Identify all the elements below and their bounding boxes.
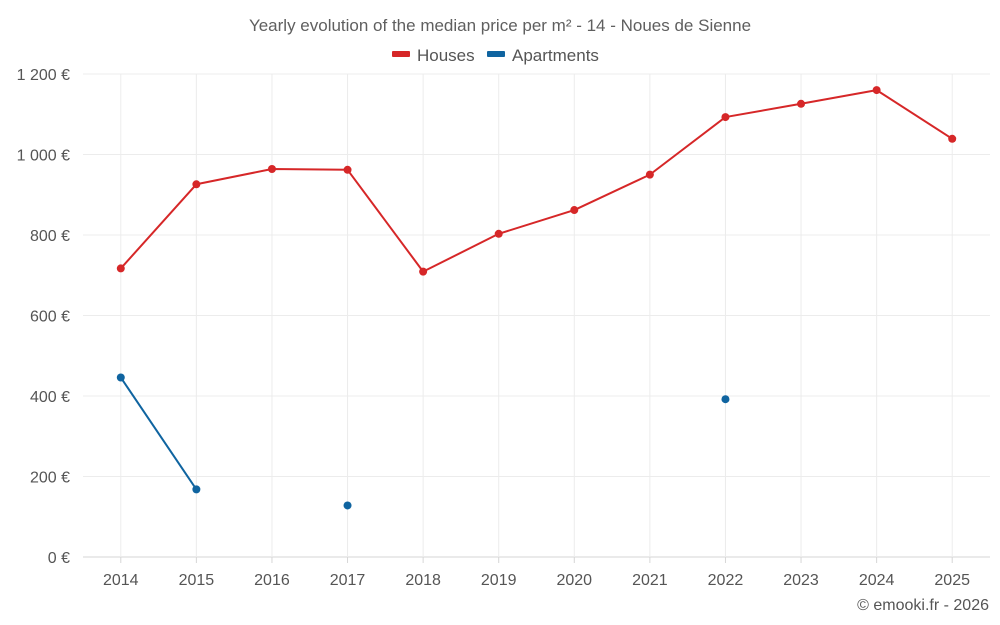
data-point-houses[interactable] xyxy=(872,86,881,95)
chart-title: Yearly evolution of the median price per… xyxy=(249,16,751,35)
y-tick-label: 800 € xyxy=(30,228,70,245)
x-tick-label: 2019 xyxy=(481,572,517,589)
data-point-houses[interactable] xyxy=(645,170,654,179)
legend-swatch-houses xyxy=(392,51,410,57)
y-tick-label: 0 € xyxy=(48,550,70,567)
x-tick-label: 2020 xyxy=(556,572,592,589)
x-tick-label: 2023 xyxy=(783,572,819,589)
series-lines xyxy=(116,86,957,510)
x-tick-label: 2016 xyxy=(254,572,290,589)
y-tick-label: 400 € xyxy=(30,389,70,406)
data-point-houses[interactable] xyxy=(343,165,352,174)
y-axis-tick-labels: 0 € 200 € 400 € 600 € 800 € 1 000 € 1 200 € xyxy=(17,67,70,567)
data-point-houses[interactable] xyxy=(721,113,730,122)
data-point-apartments[interactable] xyxy=(343,501,352,510)
series-line-apartments xyxy=(119,376,198,490)
x-tick-label: 2014 xyxy=(103,572,139,589)
grid-lines xyxy=(83,73,990,563)
data-point-apartments[interactable] xyxy=(721,395,730,404)
x-tick-label: 2022 xyxy=(708,572,744,589)
y-tick-label: 600 € xyxy=(30,309,70,326)
x-tick-label: 2021 xyxy=(632,572,668,589)
data-point-houses[interactable] xyxy=(797,99,806,108)
series-houses xyxy=(116,86,957,276)
legend-swatch-apartments xyxy=(487,51,505,57)
data-point-houses[interactable] xyxy=(192,180,201,189)
legend-label-apartments[interactable]: Apartments xyxy=(512,46,599,65)
chart-legend: Houses Apartments xyxy=(392,46,599,65)
x-axis-tick-labels: 2014 2015 2016 2017 2018 2019 2020 2021 2022 2023… xyxy=(103,572,970,589)
footer-credit: © emooki.fr - 2026 xyxy=(857,597,989,614)
data-point-houses[interactable] xyxy=(116,264,125,273)
legend-label-houses[interactable]: Houses xyxy=(417,46,475,65)
series-line-houses xyxy=(120,89,953,273)
data-point-apartments[interactable] xyxy=(116,373,125,382)
y-tick-label: 1 000 € xyxy=(17,148,70,165)
data-point-houses[interactable] xyxy=(494,229,503,238)
data-point-houses[interactable] xyxy=(419,267,428,276)
series-apartments xyxy=(116,373,730,510)
x-tick-label: 2025 xyxy=(934,572,970,589)
x-tick-label: 2024 xyxy=(859,572,895,589)
y-tick-label: 200 € xyxy=(30,470,70,487)
data-point-apartments[interactable] xyxy=(192,485,201,494)
data-point-houses[interactable] xyxy=(948,134,957,143)
x-tick-label: 2015 xyxy=(179,572,215,589)
data-point-houses[interactable] xyxy=(570,206,579,215)
data-point-houses[interactable] xyxy=(267,164,276,173)
x-tick-label: 2018 xyxy=(405,572,441,589)
x-tick-label: 2017 xyxy=(330,572,366,589)
y-tick-label: 1 200 € xyxy=(17,67,70,84)
